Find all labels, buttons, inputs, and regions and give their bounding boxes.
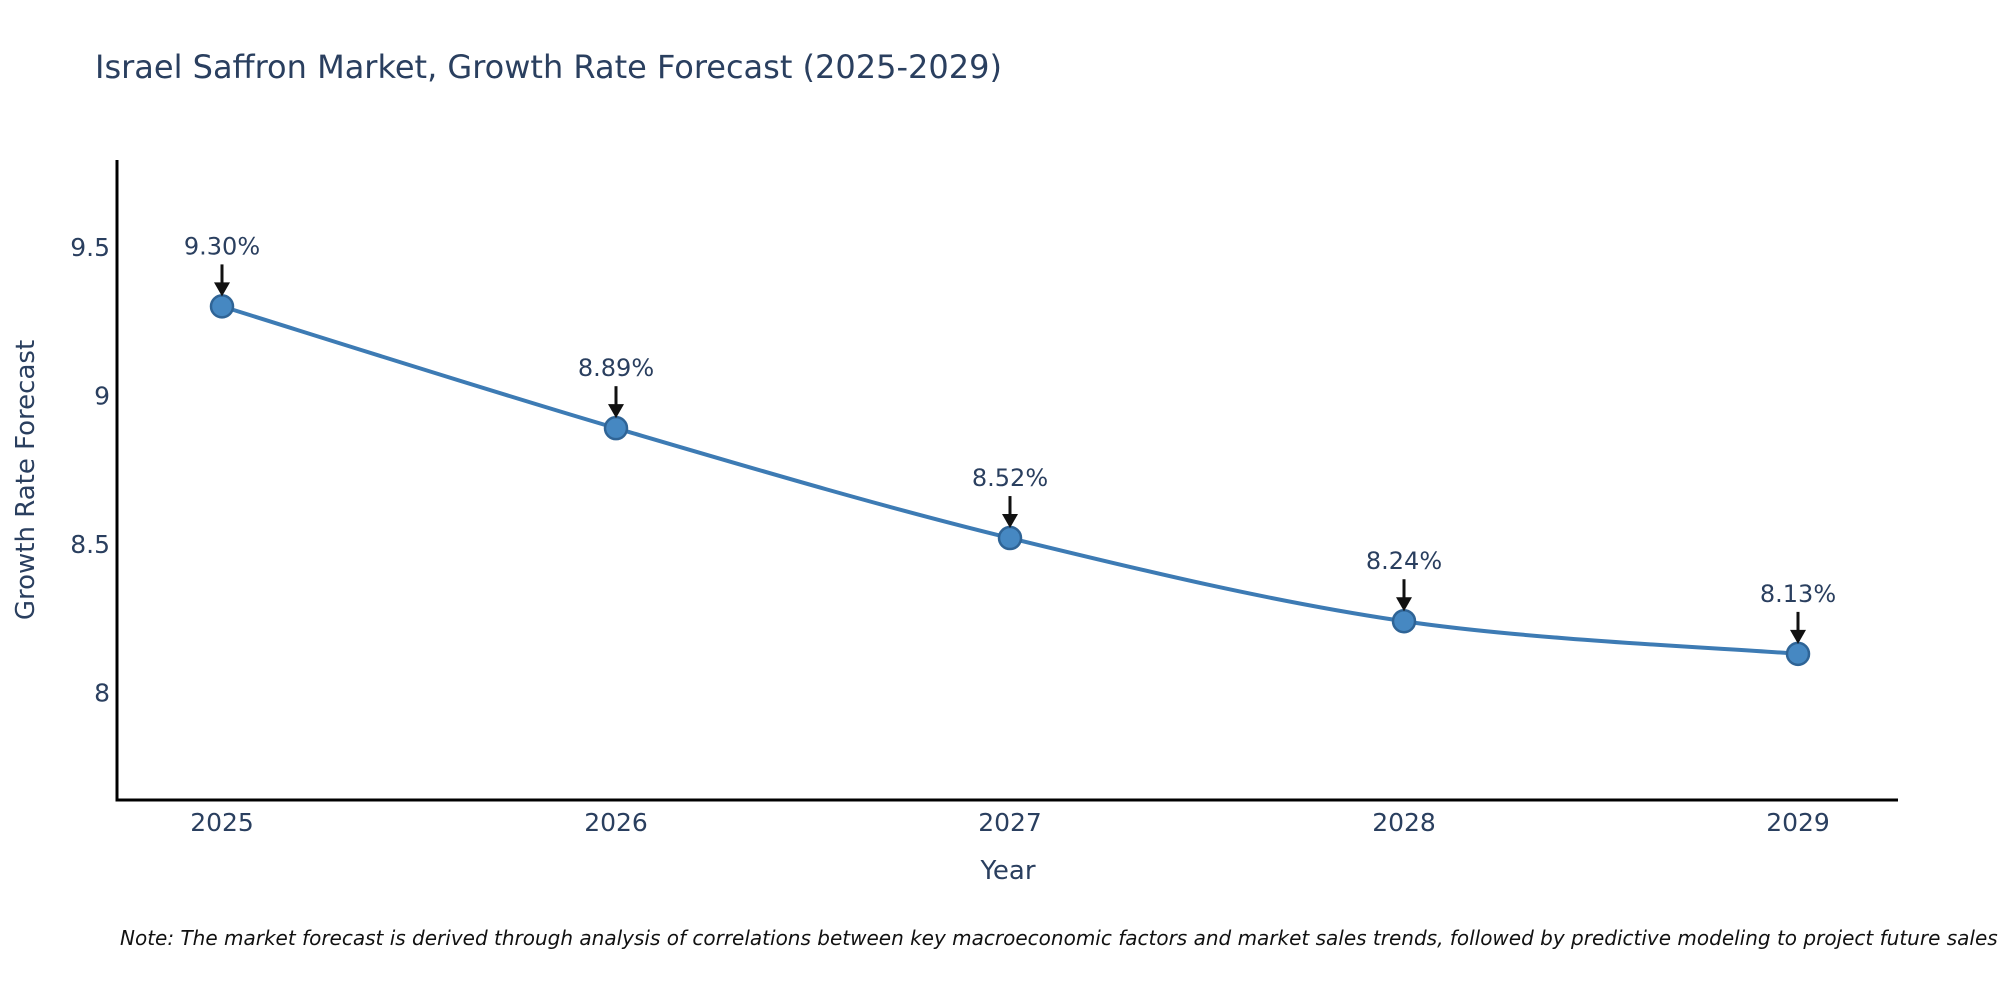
- x-tick-label: 2028: [1372, 808, 1436, 837]
- x-tick-label: 2029: [1766, 808, 1830, 837]
- x-tick-label: 2025: [190, 808, 254, 837]
- annotation-label: 8.13%: [1760, 580, 1836, 608]
- x-axis-title: Year: [979, 856, 1035, 886]
- annotations: 9.30% 8.89% 8.52% 8.24% 8.13%: [184, 232, 1836, 644]
- annotation-arrowhead: [1002, 514, 1018, 529]
- annotation-label: 8.24%: [1366, 547, 1442, 575]
- series: [209, 294, 1811, 667]
- y-tick-label: 9.5: [70, 233, 110, 262]
- annotation-arrowhead: [608, 404, 624, 419]
- y-axis-title: Growth Rate Forecast: [11, 340, 41, 620]
- annotation-label: 8.52%: [972, 464, 1048, 492]
- data-point-2026: [603, 415, 629, 441]
- annotation-arrowhead: [214, 282, 230, 297]
- data-point-2027: [997, 525, 1023, 551]
- annotation-arrowhead: [1790, 629, 1806, 644]
- annotation-label: 9.30%: [184, 232, 260, 260]
- y-tick-label: 8: [94, 679, 110, 708]
- data-point-2025: [209, 294, 235, 319]
- x-ticks: 2025 2026 2027 2028 2029: [190, 808, 1830, 837]
- y-tick-label: 9: [94, 382, 110, 411]
- footnote: Note: The market forecast is derived thr…: [120, 926, 1998, 950]
- data-point-2029: [1785, 641, 1811, 667]
- data-point-2028: [1391, 608, 1417, 634]
- y-tick-label: 8.5: [70, 530, 110, 559]
- annotation-label: 8.89%: [578, 354, 654, 382]
- y-ticks: 9.5 9 8.5 8: [70, 233, 110, 708]
- x-tick-label: 2027: [978, 808, 1042, 837]
- x-tick-label: 2026: [584, 808, 648, 837]
- chart-title: Israel Saffron Market, Growth Rate Forec…: [95, 48, 1002, 86]
- annotation-arrowhead: [1396, 597, 1412, 612]
